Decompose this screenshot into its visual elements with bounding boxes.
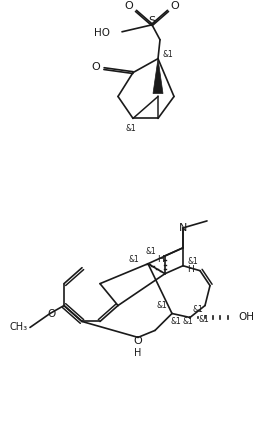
Text: O: O (171, 1, 179, 11)
Text: HO: HO (94, 28, 110, 38)
Text: &1: &1 (157, 301, 167, 310)
Text: &1: &1 (199, 315, 209, 324)
Text: S: S (148, 16, 156, 26)
Text: &1: &1 (163, 50, 173, 59)
Polygon shape (153, 59, 163, 94)
Text: &1: &1 (126, 124, 136, 133)
Text: &1: &1 (183, 317, 193, 326)
Text: H: H (134, 348, 142, 358)
Text: &1: &1 (146, 247, 157, 256)
Text: N: N (179, 223, 187, 233)
Text: &1: &1 (171, 317, 181, 326)
Text: &1: &1 (188, 257, 198, 266)
Text: H: H (188, 265, 194, 274)
Text: H: H (158, 255, 164, 264)
Text: &1: &1 (129, 255, 139, 264)
Text: &1: &1 (193, 305, 203, 314)
Text: O: O (134, 336, 142, 346)
Text: OH: OH (238, 312, 254, 323)
Text: O: O (48, 309, 56, 318)
Text: CH₃: CH₃ (10, 323, 28, 332)
Text: O: O (125, 1, 133, 11)
Text: O: O (92, 62, 100, 72)
